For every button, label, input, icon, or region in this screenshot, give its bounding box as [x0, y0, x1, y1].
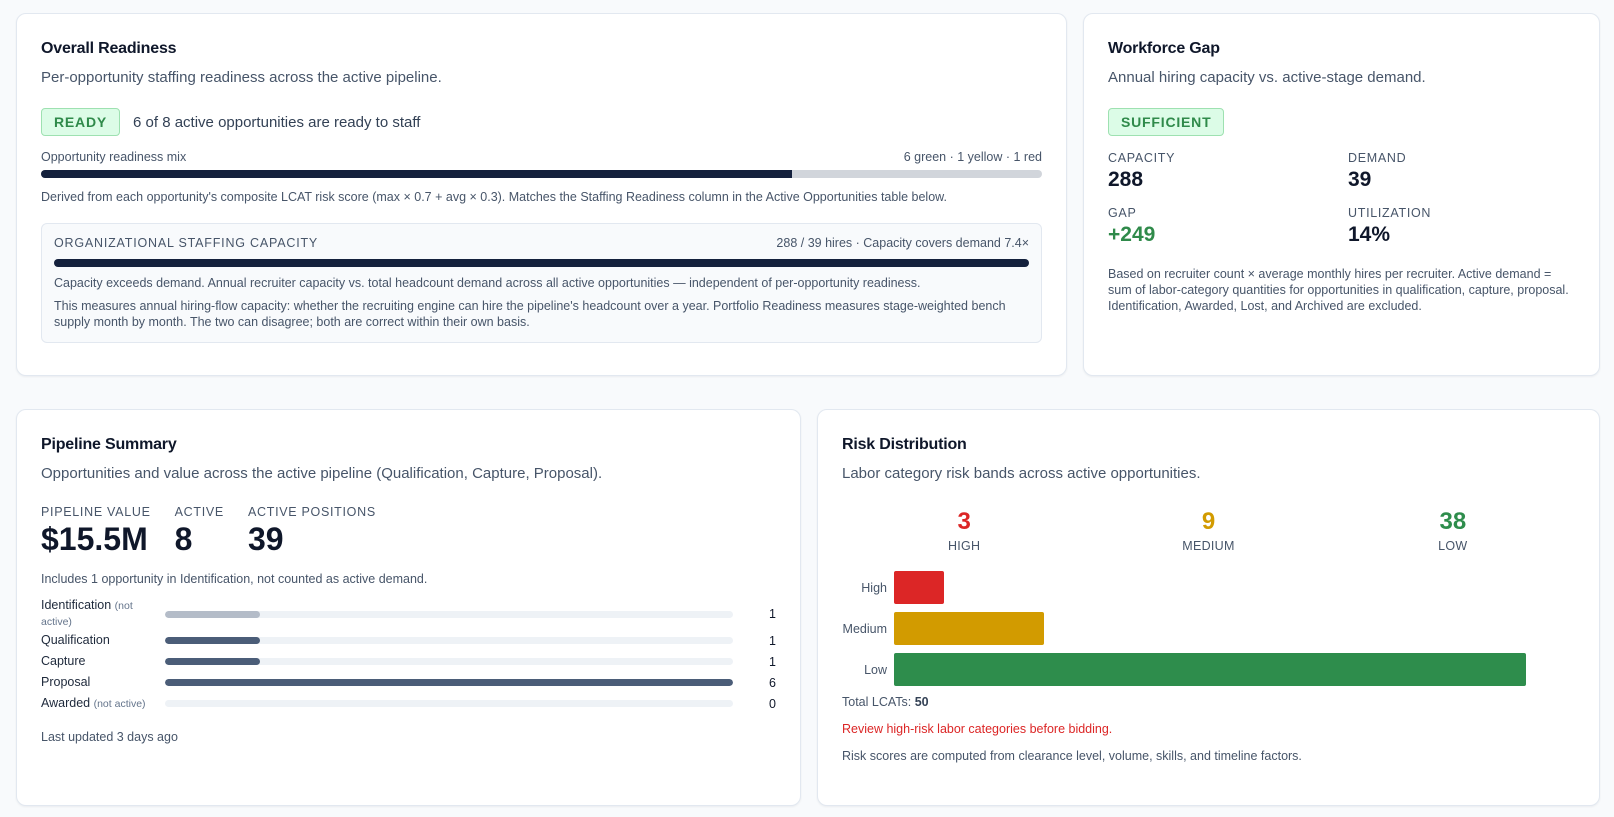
risk-bar-row: Low	[842, 653, 1575, 686]
stage-bar-fill	[165, 658, 260, 665]
stage-label: Awarded	[41, 695, 91, 710]
capacity-value: 288	[1108, 168, 1144, 191]
risk-bar-low	[894, 653, 1526, 686]
stage-count: 1	[769, 633, 776, 648]
ready-summary: 6 of 8 active opportunities are ready to…	[133, 113, 421, 131]
ready-badge: READY	[41, 108, 121, 136]
active-value: 8	[174, 521, 193, 557]
org-capacity-metric: 288 / 39 hires · Capacity covers demand …	[776, 236, 1029, 250]
stage-count: 1	[769, 654, 776, 669]
stage-list: Identification (not active) 1 Qualificatio…	[41, 598, 776, 714]
risk-footnote: Risk scores are computed from clearance …	[842, 749, 1302, 763]
stage-name: Awarded (not active)	[41, 696, 165, 712]
stage-bar-fill	[165, 679, 733, 686]
stage-label: Identification	[41, 598, 112, 612]
stage-name: Proposal	[41, 675, 165, 690]
risk-title: Risk Distribution	[842, 436, 967, 453]
medium-count: 9	[1201, 508, 1216, 535]
readiness-mix-fill	[41, 170, 792, 178]
derived-note: Derived from each opportunity's composit…	[41, 190, 947, 204]
pipeline-value-label: PIPELINE VALUE	[41, 505, 151, 519]
total-lcats: Total LCATs: 50	[842, 695, 1575, 709]
medium-label: MEDIUM	[1182, 539, 1235, 553]
workforce-gap-card: Workforce Gap Annual hiring capacity vs.…	[1083, 13, 1600, 376]
risk-warning: Review high-risk labor categories before…	[842, 722, 1113, 736]
org-capacity-line2: This measures annual hiring-flow capacit…	[54, 299, 1006, 329]
stage-label: Proposal	[41, 675, 91, 689]
high-count: 3	[957, 508, 971, 535]
stage-count: 0	[769, 696, 776, 711]
stage-label: Capture	[41, 654, 86, 668]
stage-bar-track	[165, 658, 733, 665]
last-updated: Last updated 3 days ago	[41, 730, 178, 744]
org-capacity-line1: Capacity exceeds demand. Annual recruite…	[54, 276, 921, 290]
demand-label: DEMAND	[1348, 151, 1407, 165]
total-lcats-label: Total LCATs:	[842, 695, 912, 709]
stage-row: Identification (not active) 1	[41, 598, 776, 630]
stage-bar-track	[165, 637, 733, 644]
low-label: LOW	[1438, 539, 1468, 553]
risk-bar-label: High	[861, 580, 887, 595]
gap-subtitle: Annual hiring capacity vs. active-stage …	[1108, 69, 1426, 86]
stage-count: 1	[769, 607, 776, 621]
stage-label: Qualification	[41, 633, 110, 647]
active-positions-value: 39	[247, 521, 284, 557]
low-count: 38	[1439, 508, 1467, 535]
readiness-title: Overall Readiness	[41, 40, 177, 57]
risk-subtitle: Labor category risk bands across active …	[842, 465, 1201, 482]
gap-value: +249	[1108, 223, 1156, 246]
overall-readiness-card: Overall Readiness Per-opportunity staffi…	[16, 13, 1067, 376]
risk-bar-area	[894, 571, 1526, 604]
risk-bar-medium	[894, 612, 1044, 645]
demand-value: 39	[1348, 168, 1372, 191]
utilization-label: UTILIZATION	[1348, 206, 1432, 220]
stage-row: Proposal 6	[41, 672, 776, 693]
stage-bar-track	[165, 679, 733, 686]
active-label: ACTIVE	[174, 505, 224, 519]
pipeline-note: Includes 1 opportunity in Identification…	[41, 572, 428, 586]
stage-count: 6	[769, 675, 776, 690]
risk-bar-row: High	[842, 571, 1575, 604]
org-capacity-bar	[54, 259, 1029, 267]
pipeline-summary-card: Pipeline Summary Opportunities and value…	[16, 409, 801, 806]
gap-title: Workforce Gap	[1108, 40, 1220, 57]
stage-row: Capture 1	[41, 651, 776, 672]
readiness-subtitle: Per-opportunity staffing readiness acros…	[41, 69, 442, 86]
active-positions-label: ACTIVE POSITIONS	[247, 505, 376, 519]
total-lcats-value: 50	[914, 695, 929, 709]
stage-bar-track	[165, 700, 733, 707]
utilization-value: 14%	[1348, 223, 1391, 246]
risk-bar-high	[894, 571, 944, 604]
risk-bar-label: Medium	[842, 621, 887, 636]
risk-distribution-card: Risk Distribution Labor category risk ba…	[817, 409, 1600, 806]
org-capacity-title: ORGANIZATIONAL STAFFING CAPACITY	[54, 236, 319, 250]
readiness-mix-bar	[41, 170, 1042, 178]
stage-qualifier: (not active)	[41, 600, 133, 628]
stage-bar-fill	[165, 637, 260, 644]
gap-note: Based on recruiter count × average month…	[1108, 267, 1569, 313]
stage-bar-fill	[165, 610, 260, 618]
stage-row: Awarded (not active) 0	[41, 693, 776, 714]
risk-bar-chart: High Medium Low	[842, 571, 1575, 686]
stage-row: Qualification 1	[41, 630, 776, 651]
pipeline-subtitle: Opportunities and value across the activ…	[41, 465, 603, 482]
stage-name: Qualification	[41, 633, 165, 648]
risk-bar-area	[894, 653, 1526, 686]
stage-qualifier: (not active)	[93, 697, 146, 710]
org-capacity-box: ORGANIZATIONAL STAFFING CAPACITY 288 / 3…	[41, 223, 1042, 343]
risk-bar-row: Medium	[842, 612, 1575, 645]
risk-bar-label: Low	[864, 662, 887, 677]
stage-name: Identification (not active)	[41, 598, 161, 630]
stage-name: Capture	[41, 654, 165, 669]
stage-bar-track	[165, 610, 733, 618]
mix-counts: 6 green · 1 yellow · 1 red	[903, 150, 1042, 164]
high-label: HIGH	[947, 539, 981, 553]
pipeline-title: Pipeline Summary	[41, 436, 177, 453]
capacity-label: CAPACITY	[1108, 151, 1176, 165]
pipeline-value: $15.5M	[41, 521, 148, 557]
sufficient-badge: SUFFICIENT	[1108, 108, 1225, 136]
risk-bar-area	[894, 612, 1526, 645]
gap-label: GAP	[1108, 206, 1137, 220]
mix-label: Opportunity readiness mix	[41, 150, 187, 164]
